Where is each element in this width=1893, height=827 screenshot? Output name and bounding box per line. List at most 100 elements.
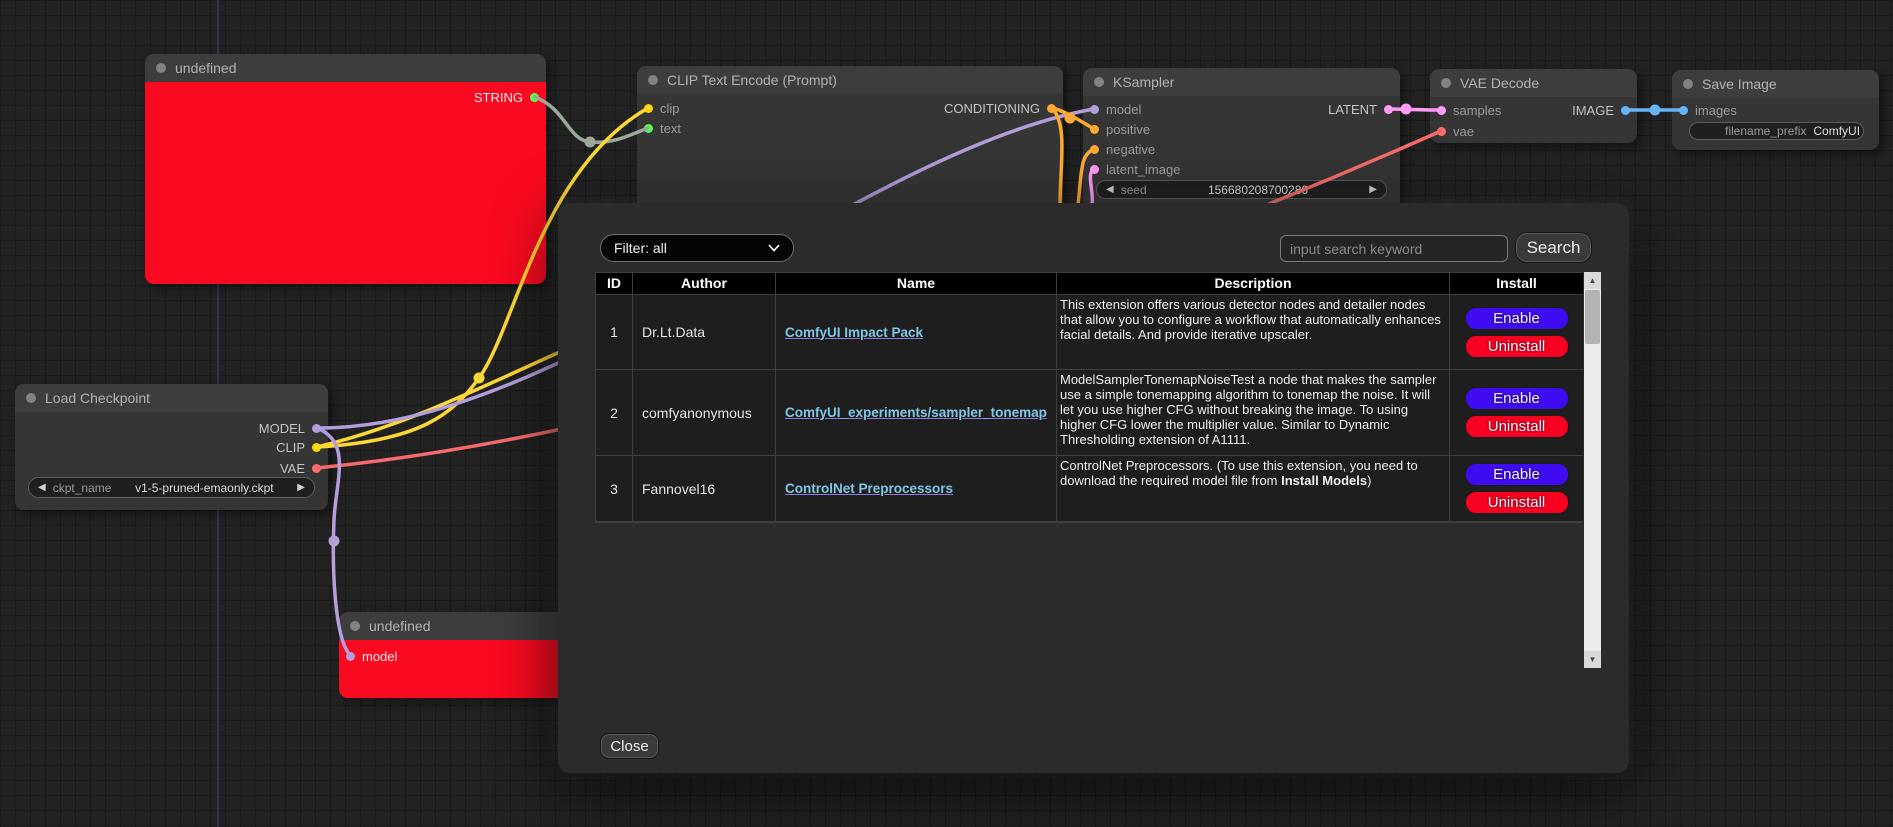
node-title: Save Image [1702,76,1777,92]
ckpt-name-widget[interactable]: ◀ ckpt_name v1-5-pruned-emaonly.ckpt ▶ [28,477,315,498]
col-header-name: Name [776,273,1057,295]
cell-author: Dr.Lt.Data [633,295,776,370]
latent-slot-icon [1384,104,1393,114]
enable-button[interactable]: Enable [1464,387,1569,410]
close-button[interactable]: Close [600,733,659,759]
node-body-error [339,640,579,698]
cell-id: 1 [596,295,633,370]
widget-right-arrow-icon[interactable]: ▶ [1369,184,1377,195]
input-model[interactable]: model [1090,101,1141,117]
node-collapse-dot[interactable] [26,393,36,403]
output-conditioning[interactable]: CONDITIONING [944,100,1056,116]
string-slot-icon [530,92,539,102]
output-clip[interactable]: CLIP [276,439,321,455]
node-title: undefined [175,60,237,76]
cell-author: comfyanonymous [633,370,776,456]
scroll-up-icon[interactable]: ▲ [1584,272,1601,289]
output-image[interactable]: IMAGE [1572,102,1630,118]
model-slot-icon [312,423,321,433]
clip-slot-icon [644,103,653,113]
node-title: Load Checkpoint [45,390,151,406]
node-title-bar: VAE Decode [1430,69,1637,97]
node-title: undefined [369,618,431,634]
col-header-author: Author [633,273,776,295]
extension-link[interactable]: ControlNet Preprocessors [785,481,954,496]
uninstall-button[interactable]: Uninstall [1464,415,1569,438]
widget-right-arrow-icon[interactable]: ▶ [297,482,305,493]
node-undefined-bottom[interactable]: undefined model [339,612,579,698]
node-collapse-dot[interactable] [1094,77,1104,87]
node-save-image[interactable]: Save Image images filename_prefix ComfyU… [1672,70,1879,150]
uninstall-button[interactable]: Uninstall [1464,491,1569,514]
search-input[interactable] [1280,235,1508,262]
reroute-dot[interactable] [1400,103,1412,115]
input-negative[interactable]: negative [1090,141,1155,157]
filename-prefix-widget[interactable]: filename_prefix ComfyUI [1689,122,1864,140]
cell-id: 3 [596,456,633,522]
output-string[interactable]: STRING [474,89,539,105]
input-positive[interactable]: positive [1090,121,1150,137]
reroute-dot[interactable] [473,372,485,384]
widget-left-arrow-icon[interactable]: ◀ [1106,184,1114,195]
reroute-dot[interactable] [1649,104,1661,116]
node-collapse-dot[interactable] [350,621,360,631]
widget-label: seed [1120,182,1147,197]
node-collapse-dot[interactable] [1441,78,1451,88]
input-images[interactable]: images [1679,102,1737,118]
node-title-bar: Save Image [1672,70,1879,98]
node-vae-decode[interactable]: VAE Decode samples vae IMAGE [1430,69,1637,143]
output-vae[interactable]: VAE [280,460,321,476]
output-latent[interactable]: LATENT [1328,101,1393,117]
cell-install: Enable Uninstall [1450,295,1583,370]
filter-select[interactable]: Filter: all [600,234,794,262]
node-undefined-top[interactable]: undefined STRING [145,54,546,284]
link-string-to-text [533,95,650,145]
widget-label: ckpt_name [52,480,112,495]
widget-value: ComfyUI [1813,124,1861,138]
input-samples[interactable]: samples [1437,102,1501,118]
extension-link[interactable]: ComfyUI Impact Pack [785,324,924,340]
node-title: CLIP Text Encode (Prompt) [667,72,837,88]
search-button[interactable]: Search [1515,232,1592,263]
node-clip-text-encode[interactable]: CLIP Text Encode (Prompt) clip text COND… [637,66,1063,211]
output-model[interactable]: MODEL [259,420,321,436]
extension-link[interactable]: ComfyUI_experiments/sampler_tonemap [785,405,1047,420]
widget-label: filename_prefix [1725,124,1807,138]
scrollbar-thumb[interactable] [1585,290,1600,344]
input-latent-image[interactable]: latent_image [1090,161,1180,177]
enable-button[interactable]: Enable [1464,306,1569,330]
enable-button[interactable]: Enable [1464,463,1569,486]
input-text[interactable]: text [644,120,681,136]
reroute-dot[interactable] [328,535,340,547]
node-collapse-dot[interactable] [648,75,658,85]
image-slot-icon [1679,105,1688,115]
node-ksampler[interactable]: KSampler model positive negative latent_… [1083,68,1400,210]
node-title-bar: CLIP Text Encode (Prompt) [637,66,1063,94]
string-slot-icon [644,123,653,133]
input-vae[interactable]: vae [1437,123,1474,139]
widget-left-arrow-icon[interactable]: ◀ [38,482,46,493]
input-clip[interactable]: clip [644,100,680,116]
reroute-dot[interactable] [1064,112,1076,124]
cell-name: ComfyUI Impact Pack [776,295,1057,370]
seed-widget[interactable]: ◀ seed 156680208700286 ▶ [1096,180,1387,199]
table-scrollbar[interactable]: ▲ ▼ [1584,272,1601,668]
node-load-checkpoint[interactable]: Load Checkpoint MODEL CLIP VAE ◀ ckpt_na… [15,384,328,510]
latent-slot-icon [1090,164,1099,174]
scroll-down-icon[interactable]: ▼ [1584,651,1601,668]
conditioning-slot-icon [1090,124,1099,134]
col-header-description: Description [1057,273,1450,295]
cell-name: ComfyUI_experiments/sampler_tonemap [776,370,1057,456]
cell-description: ModelSamplerTonemapNoiseTest a node that… [1057,370,1450,456]
cell-id: 2 [596,370,633,456]
reroute-dot[interactable] [584,136,596,148]
node-title-bar: KSampler [1083,68,1400,96]
uninstall-button[interactable]: Uninstall [1464,334,1569,358]
col-header-install: Install [1450,273,1583,295]
cell-name: ControlNet Preprocessors [776,456,1057,522]
input-model[interactable]: model [346,648,397,664]
node-collapse-dot[interactable] [156,63,166,73]
clip-slot-icon [312,442,321,452]
node-collapse-dot[interactable] [1683,79,1693,89]
node-title: KSampler [1113,74,1175,90]
